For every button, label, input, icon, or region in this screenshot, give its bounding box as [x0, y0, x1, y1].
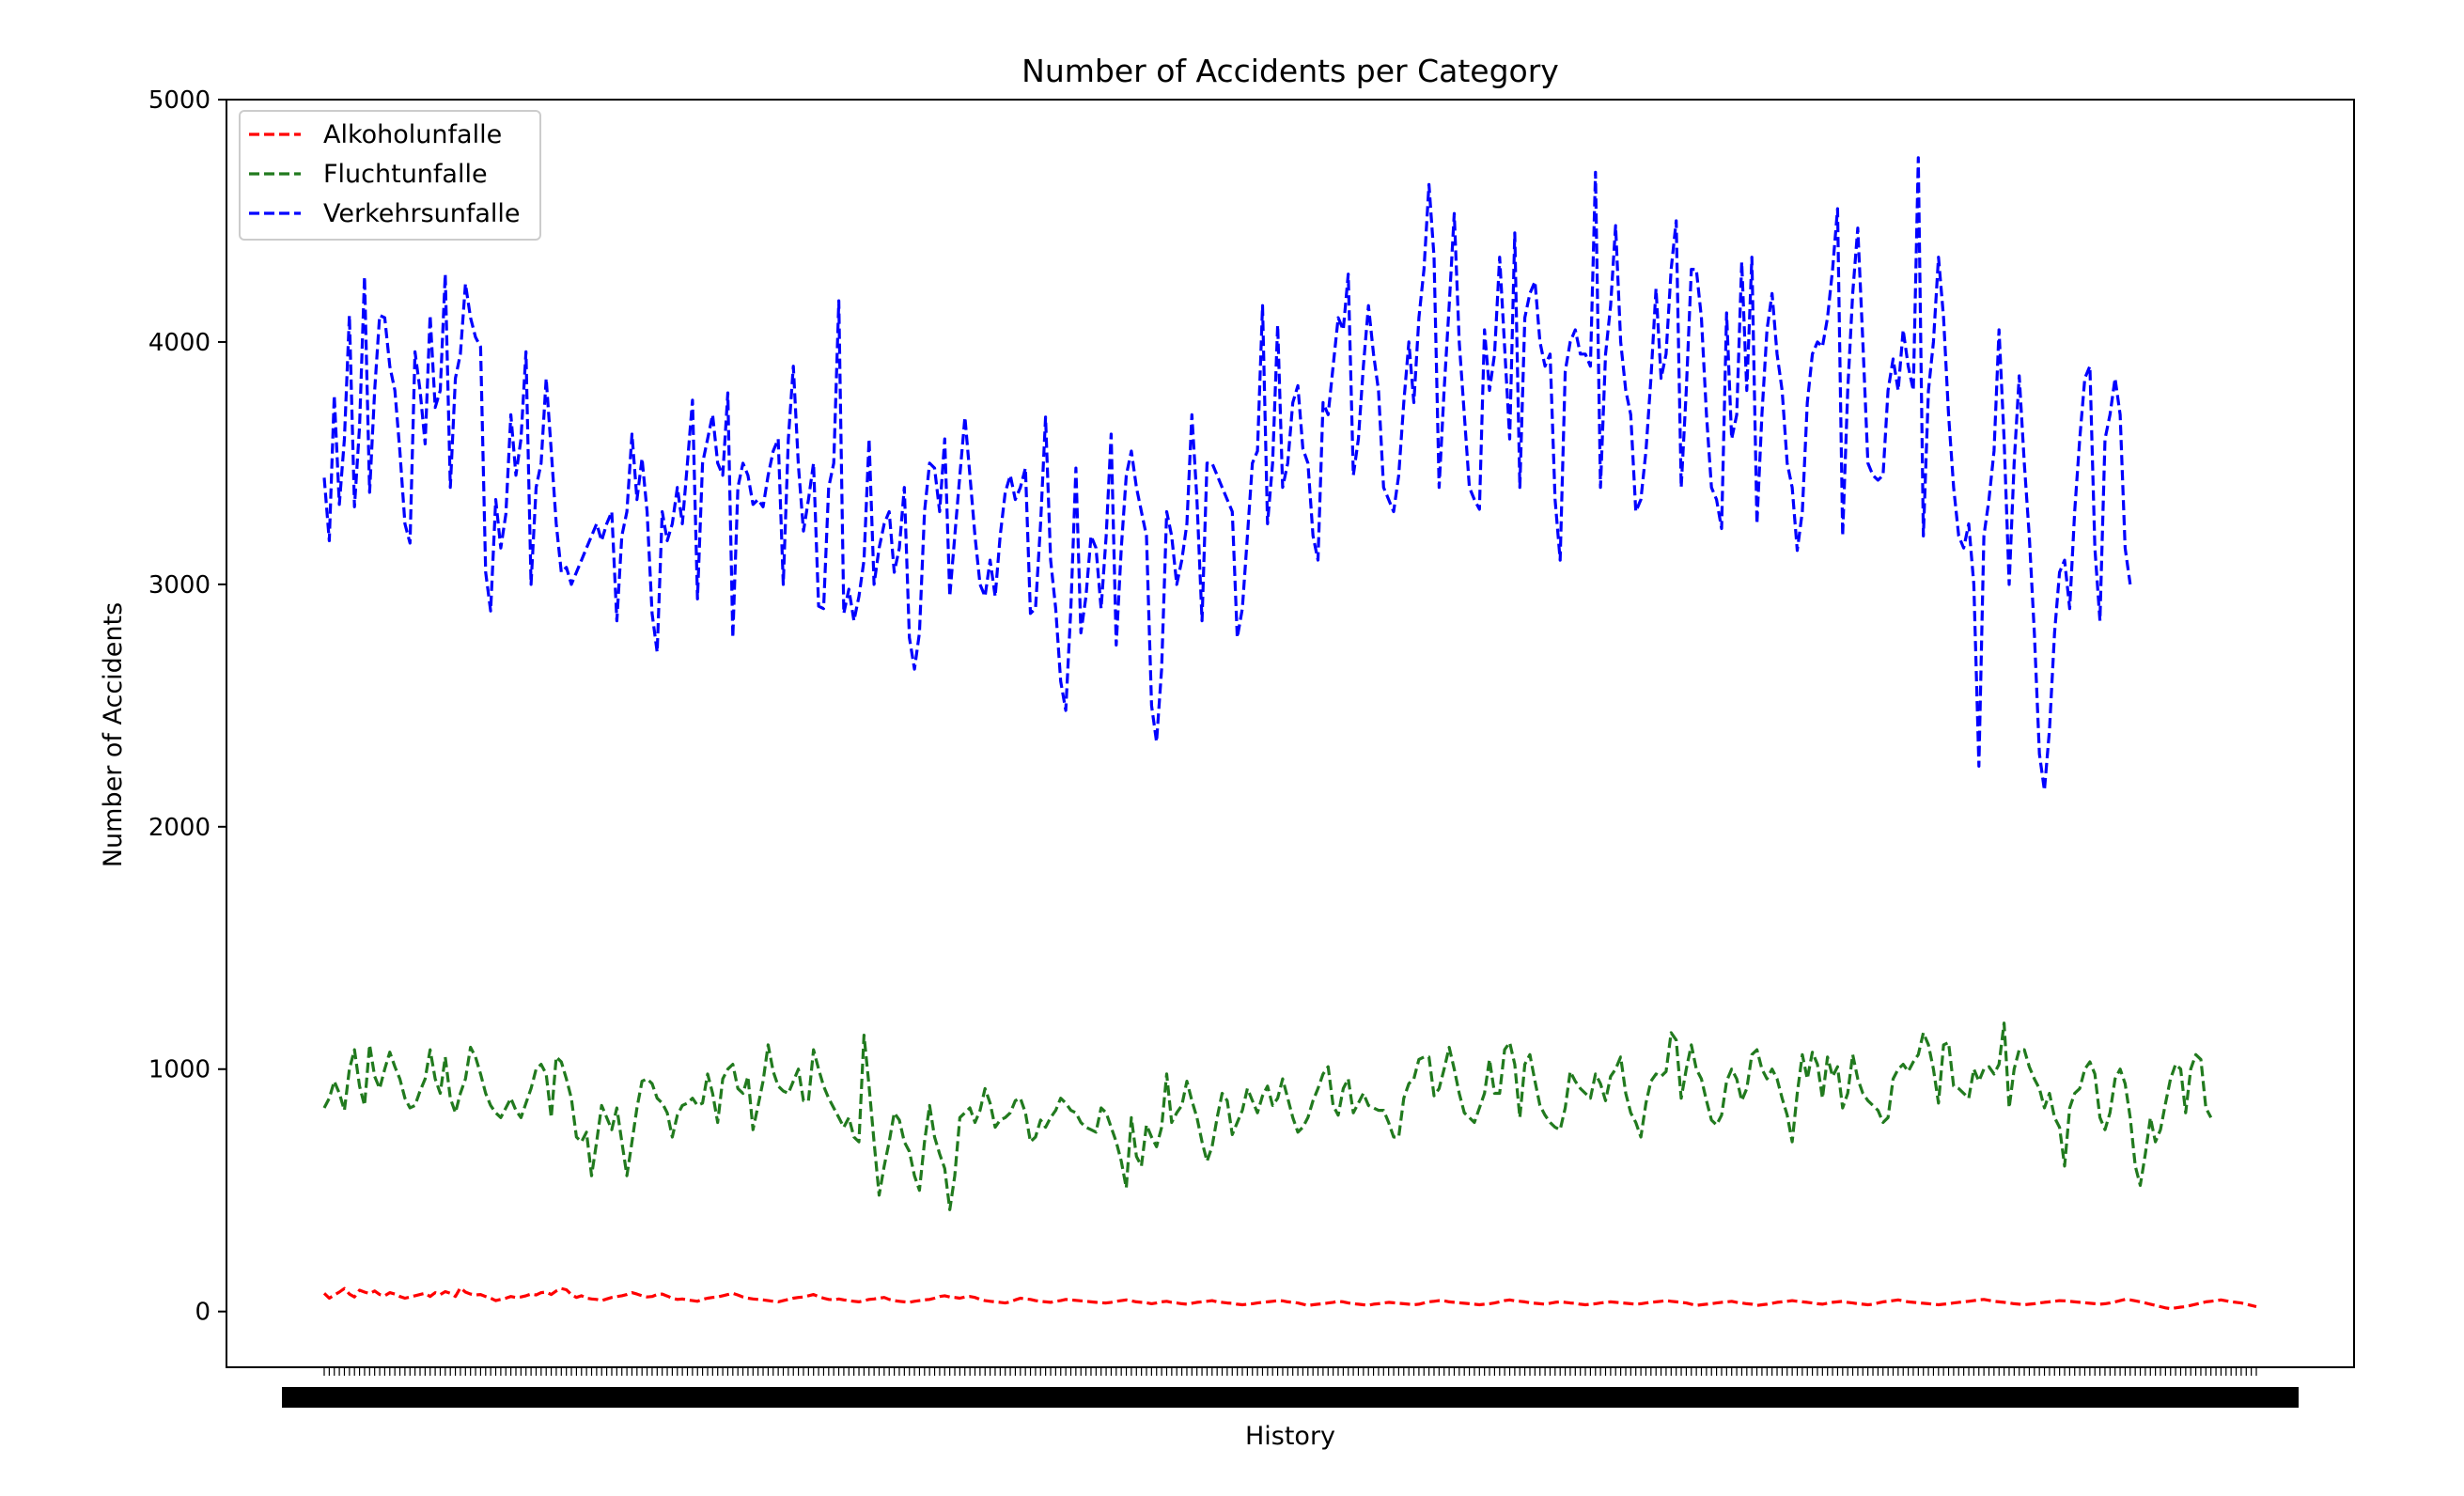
- y-tick-label: 2000: [148, 814, 211, 842]
- series-line-verkehrsunfalle: [322, 156, 2132, 792]
- legend-label-fluchtunfalle: Fluchtunfalle: [323, 160, 488, 189]
- legend-box: [239, 110, 541, 241]
- y-tick-label: 5000: [148, 86, 211, 115]
- legend-items: Alkoholunfalle Fluchtunfalle Verkehrsunfal…: [249, 120, 521, 228]
- legend: Alkoholunfalle Fluchtunfalle Verkehrsunfal…: [239, 110, 541, 241]
- series-line-fluchtunfalle: [322, 1021, 2213, 1211]
- y-tick-label: 0: [195, 1299, 211, 1327]
- legend-label-verkehrsunfalle: Verkehrsunfalle: [323, 199, 521, 228]
- y-axis-label: Number of Accidents: [99, 602, 128, 867]
- x-axis-label: History: [1245, 1422, 1335, 1451]
- series-line-alkoholunfalle: [322, 1286, 2257, 1311]
- chart-title: Number of Accidents per Category: [1021, 53, 1559, 89]
- x-tick-label-band: [282, 1387, 2299, 1408]
- legend-label-alkoholunfalle: Alkoholunfalle: [323, 120, 502, 149]
- y-axis-ticks: 0 1000 2000 3000 4000 5000: [148, 86, 226, 1327]
- y-tick-label: 3000: [148, 571, 211, 600]
- x-axis-ticks: [282, 1367, 2299, 1408]
- y-tick-label: 1000: [148, 1056, 211, 1084]
- plot-frame: [226, 99, 2355, 1368]
- series-layer: [322, 156, 2257, 1311]
- y-tick-label: 4000: [148, 329, 211, 357]
